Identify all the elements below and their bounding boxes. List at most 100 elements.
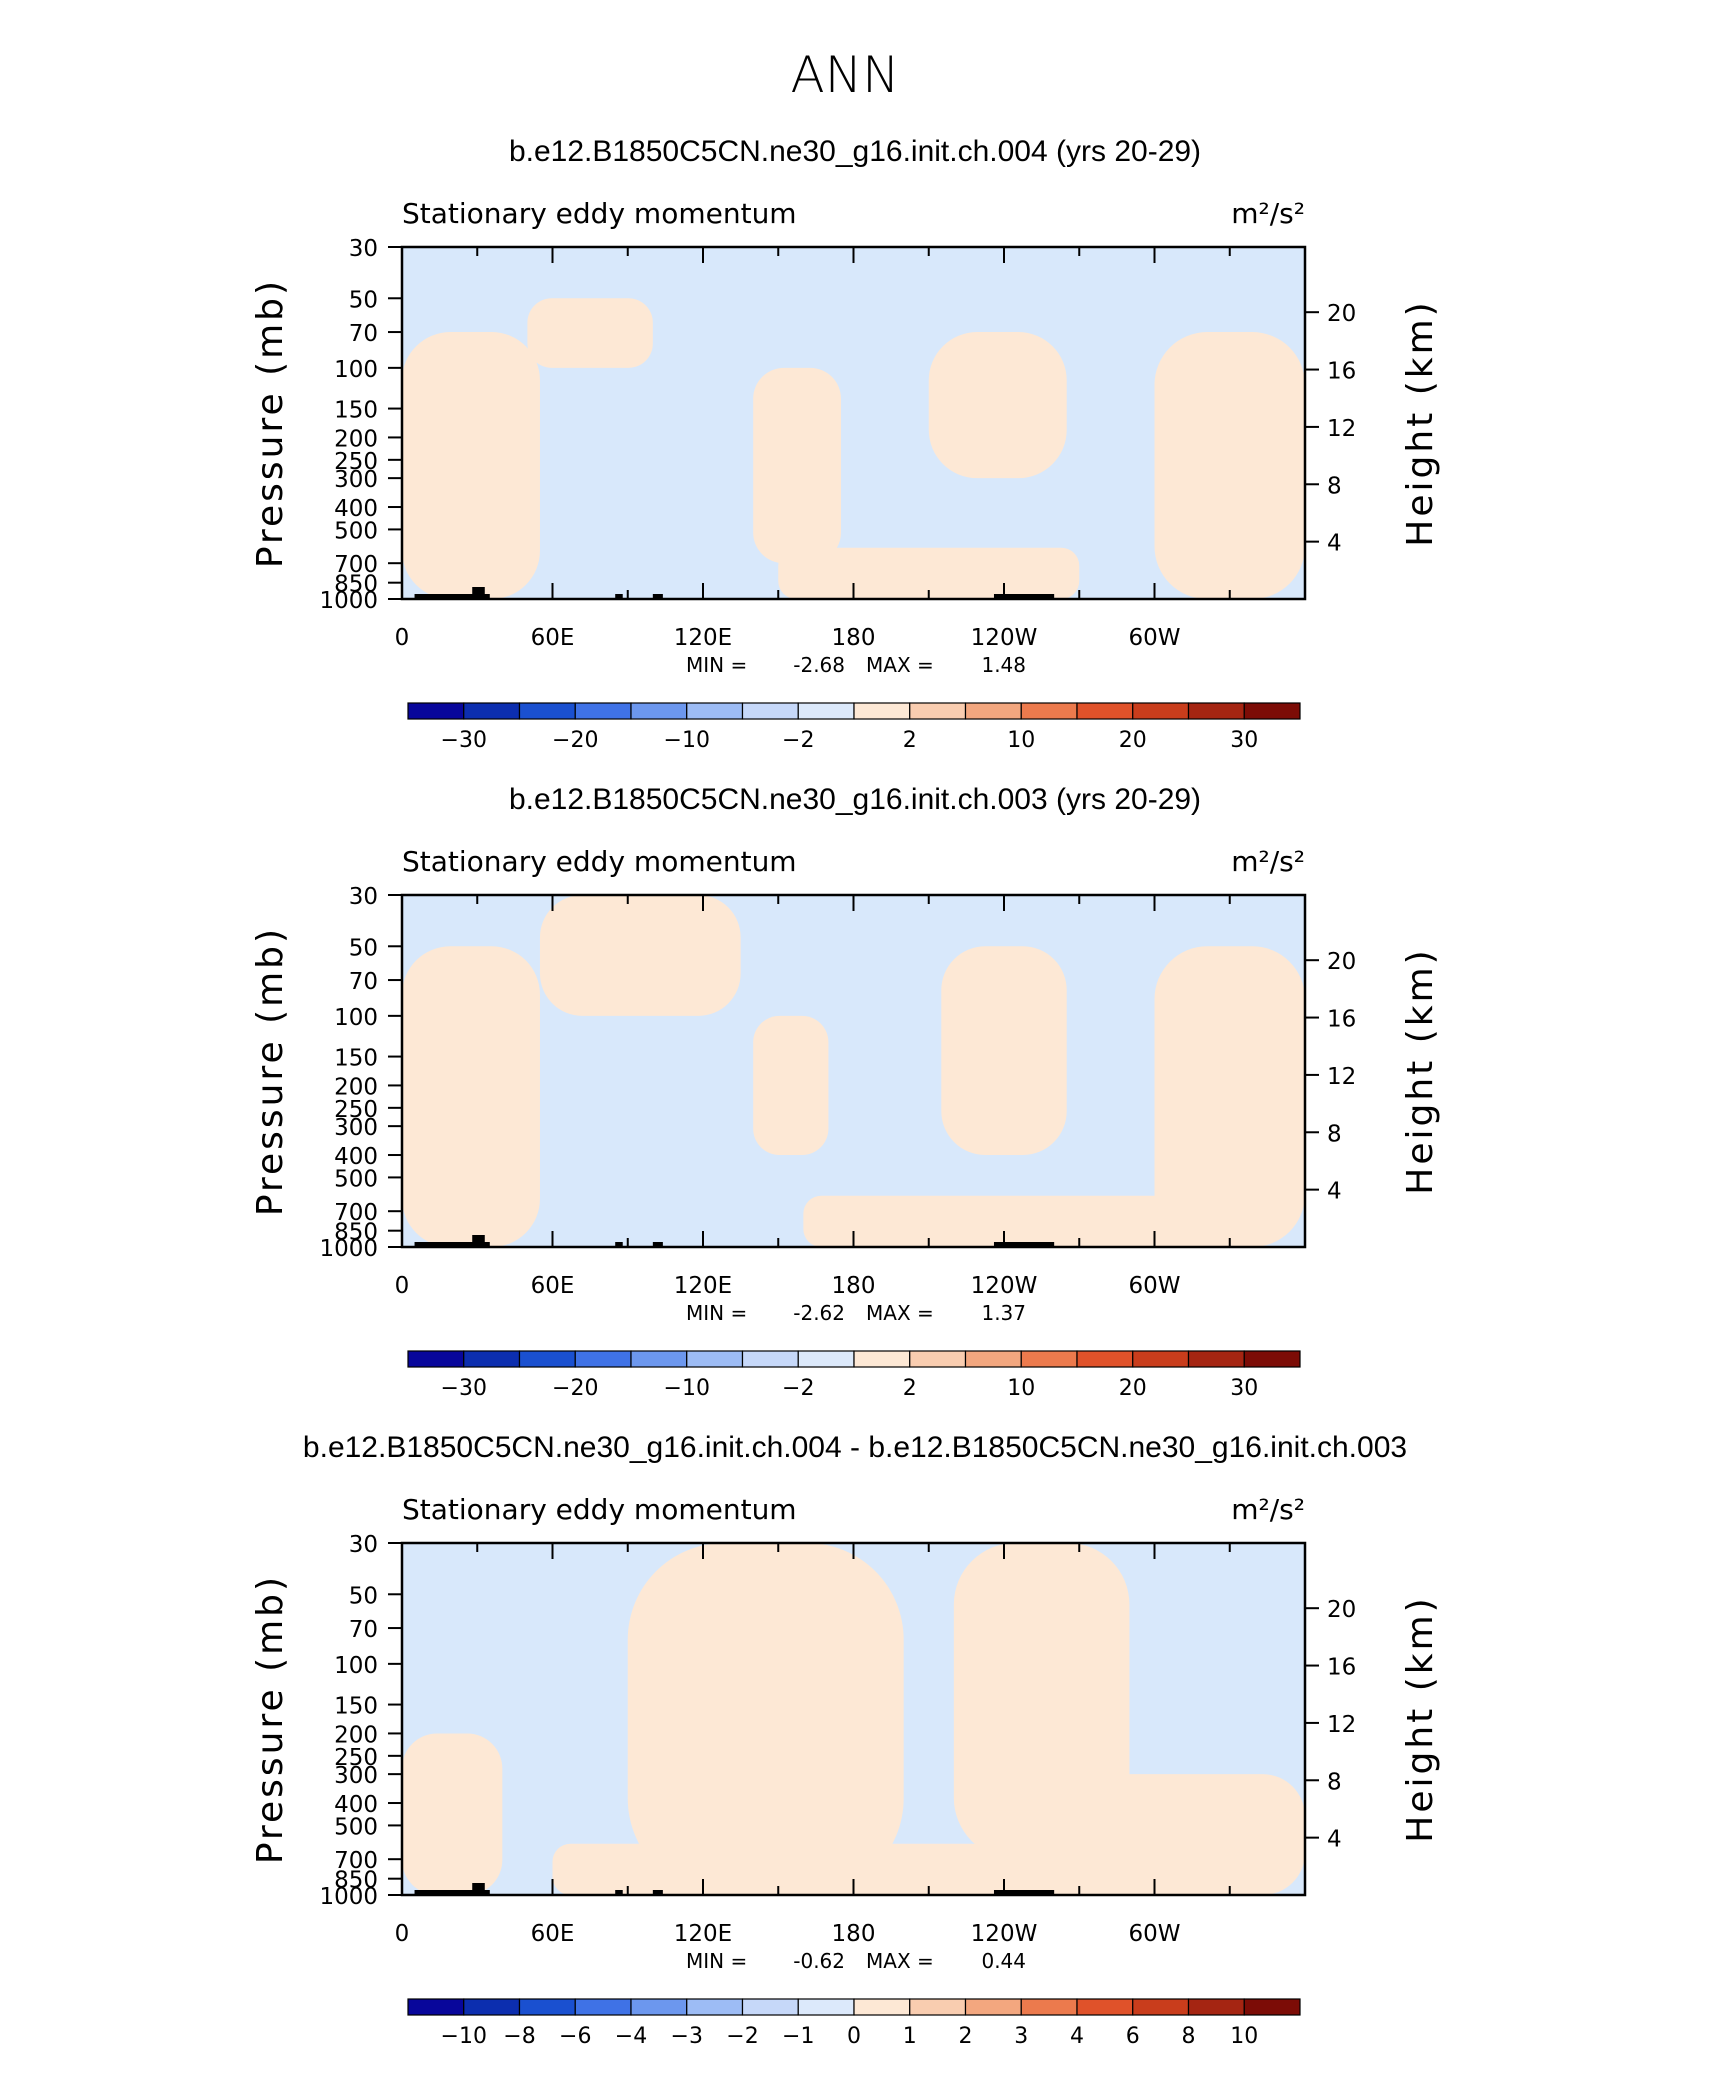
lon-tick-label: 180 [832,1273,876,1299]
colorbar-box [518,1998,576,2016]
field-region [1079,1774,1305,1895]
height-tick-label: 4 [1327,531,1342,557]
pressure-tick-label: 500 [334,1814,378,1840]
pressure-tick-label: 850 [334,1868,378,1894]
topography [472,1235,485,1247]
colorbar-label: −30 [441,1376,487,1401]
y-axis-label: Pressure (mb) [250,926,291,1216]
colorbar-box [909,702,967,720]
field-region [753,367,841,564]
colorbar-label: 20 [1119,728,1147,753]
colorbar-box [630,1350,688,1368]
topography [615,1242,623,1247]
lon-tick-label: 60E [531,1273,575,1299]
colorbar-box [1187,1998,1245,2016]
colorbar-label: −10 [664,1376,710,1401]
lon-tick-label: 180 [832,625,876,651]
colorbar-box [1020,1350,1078,1368]
pressure-tick-label: 250 [334,449,378,475]
pressure-tick-label: 50 [349,1583,378,1609]
lon-tick-label: 120E [674,625,732,651]
height-tick-label: 20 [1327,1597,1356,1623]
field-region [803,1195,1230,1247]
panel-title: b.e12.B1850C5CN.ne30_g16.init.ch.004 - b… [303,1431,1407,1464]
colorbar-label: −2 [782,728,814,753]
lon-tick-label: 120E [674,1273,732,1299]
max-label: MAX = [866,653,934,677]
max-value: 1.37 [981,1301,1026,1325]
colorbar-label: 30 [1230,728,1258,753]
height-tick-label: 8 [1327,1769,1342,1795]
pressure-tick-label: 100 [334,1005,378,1031]
field-region [953,1543,1130,1860]
colorbar-box [797,1998,855,2016]
colorbar-box [964,1998,1022,2016]
height-tick-label: 12 [1327,1712,1356,1738]
pressure-tick-label: 1000 [319,1884,378,1910]
colorbar-label: −20 [552,1376,598,1401]
pressure-tick-label: 70 [349,1617,378,1643]
pressure-tick-label: 700 [334,1848,378,1874]
colorbar-label: 2 [903,1376,917,1401]
colorbar-label: 3 [1014,2024,1028,2049]
panel-left-string: Stationary eddy momentum [402,197,797,230]
colorbar-label: −10 [441,2024,487,2049]
pressure-tick-label: 70 [349,969,378,995]
panel-2: b.e12.B1850C5CN.ne30_g16.init.ch.003 (yr… [250,783,1441,1401]
min-label: MIN = [686,653,747,677]
height-tick-label: 20 [1327,949,1356,975]
pressure-tick-label: 400 [334,1792,378,1818]
colorbar-box [574,1350,632,1368]
lon-tick-label: 120W [971,1921,1038,1947]
pressure-tick-label: 850 [334,1220,378,1246]
colorbar-label: −10 [664,728,710,753]
colorbar-label: 0 [847,2024,861,2049]
panel-left-string: Stationary eddy momentum [402,1493,797,1526]
height-tick-label: 16 [1327,1007,1356,1033]
colorbar-box [1243,702,1301,720]
colorbar-box [1243,1350,1301,1368]
colorbar-label: 10 [1230,2024,1258,2049]
field-region [1154,946,1305,1247]
colorbar-label: 4 [1070,2024,1084,2049]
pressure-tick-label: 500 [334,1166,378,1192]
min-label: MIN = [686,1949,747,1973]
colorbar-box [407,1998,465,2016]
colorbar-box [686,702,744,720]
colorbar-box [741,702,799,720]
colorbar-box [853,1998,911,2016]
field-region [753,1015,829,1156]
pressure-tick-label: 50 [349,287,378,313]
colorbar-label: 8 [1182,2024,1196,2049]
pressure-tick-label: 50 [349,935,378,961]
pressure-tick-label: 150 [334,1694,378,1720]
field-region [627,1543,904,1895]
min-value: -2.68 [793,653,845,677]
colorbar-box [797,1350,855,1368]
lon-tick-label: 120W [971,625,1038,651]
pressure-tick-label: 1000 [319,588,378,614]
topography [615,594,623,599]
field-region [527,298,653,368]
colorbar-box [1187,702,1245,720]
panel-units: m²/s² [1231,197,1305,230]
field-region [941,946,1067,1156]
topography [652,1890,663,1895]
topography [414,1242,465,1247]
field-region [539,895,741,1016]
height-tick-label: 12 [1327,416,1356,442]
colorbar-label: 10 [1007,728,1035,753]
pressure-tick-label: 700 [334,1200,378,1226]
field-region [1154,332,1305,599]
y2-axis-label: Height (km) [1400,1595,1441,1842]
height-tick-label: 8 [1327,473,1342,499]
pressure-tick-label: 400 [334,496,378,522]
pressure-tick-label: 70 [349,321,378,347]
colorbar-box [1132,1998,1190,2016]
colorbar-box [1020,702,1078,720]
colorbar-box [574,1998,632,2016]
colorbar-label: 1 [903,2024,917,2049]
colorbar-box [741,1350,799,1368]
pressure-tick-label: 30 [349,884,378,910]
